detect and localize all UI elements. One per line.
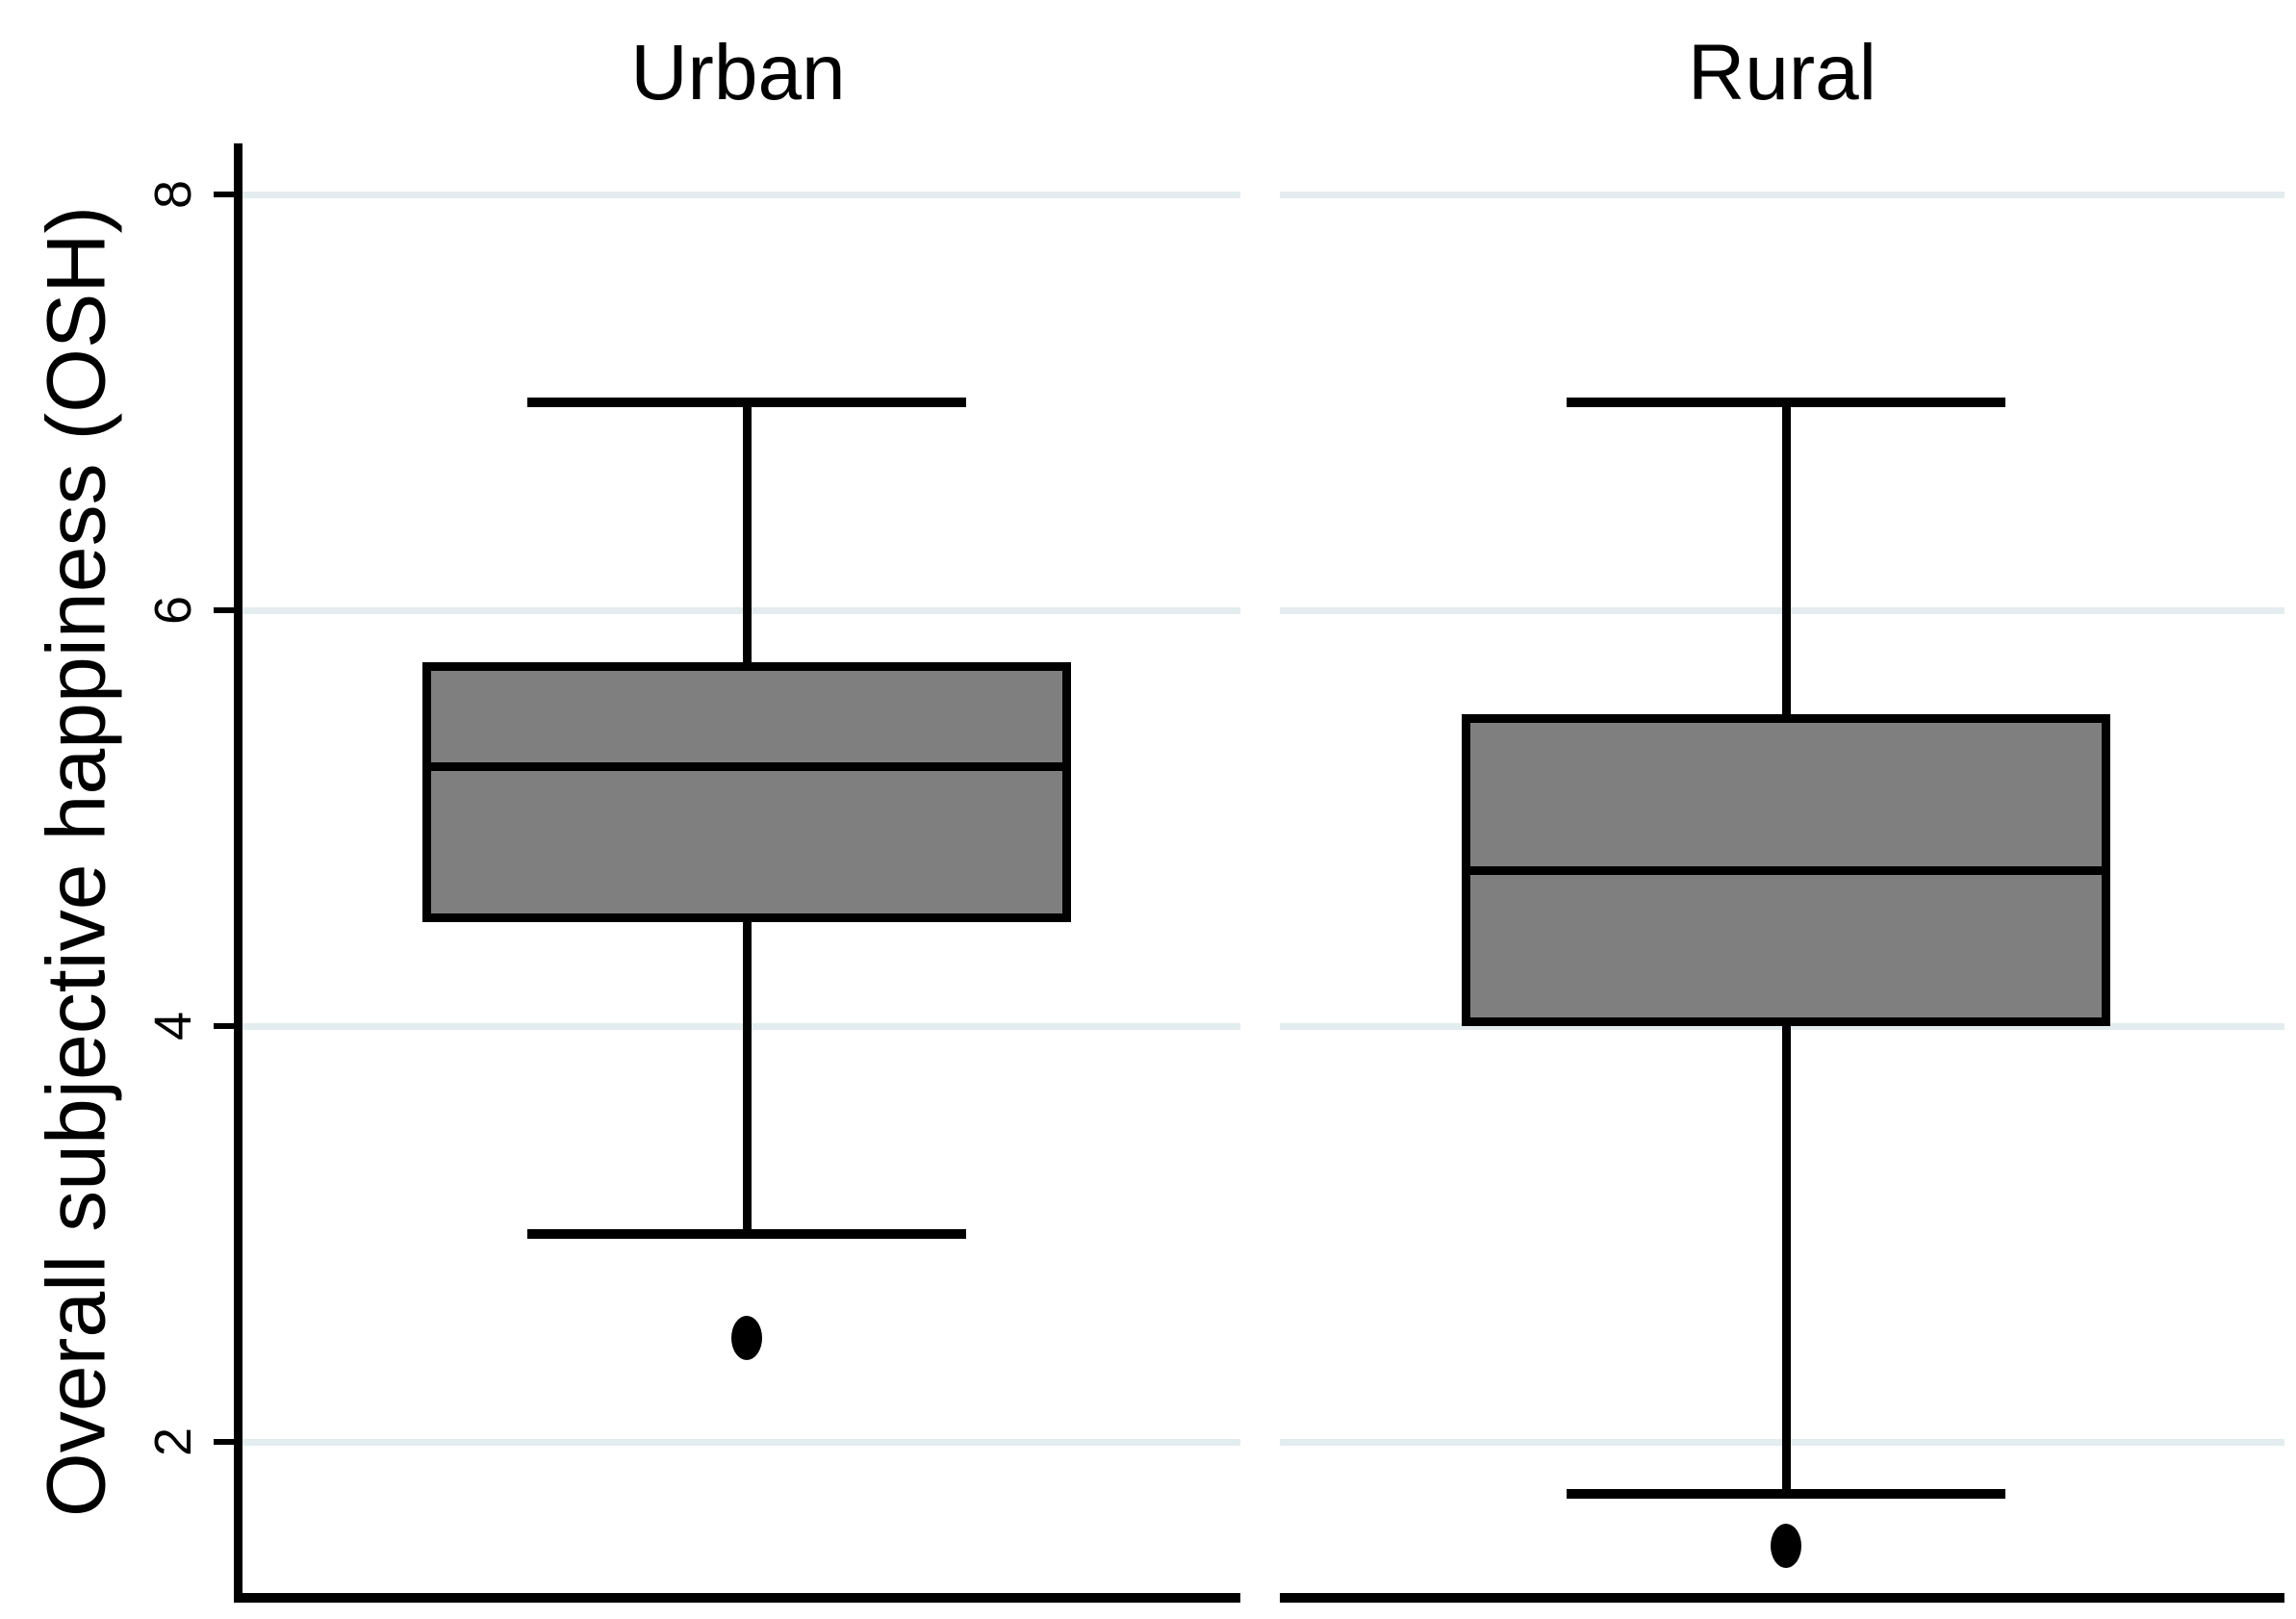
x-axis-line <box>234 1593 1240 1603</box>
y-tick-label: 4 <box>144 1011 202 1041</box>
panel-title-urban: Urban <box>630 29 846 116</box>
panel-title-rural: Rural <box>1688 29 1876 116</box>
y-gridline <box>242 1439 1240 1446</box>
y-tick-mark <box>214 607 235 613</box>
y-tick-mark <box>214 1439 235 1445</box>
y-tick-mark <box>214 1023 235 1029</box>
outlier-dot <box>1771 1524 1801 1568</box>
y-tick-label: 8 <box>144 179 202 210</box>
y-gridline <box>242 607 1240 614</box>
y-gridline <box>242 1023 1240 1030</box>
upper-whisker-line <box>1782 402 1791 714</box>
y-gridline <box>1280 192 2284 198</box>
upper-whisker-cap <box>1567 398 2005 407</box>
median-line <box>1462 866 2110 875</box>
y-tick-label: 2 <box>144 1426 202 1457</box>
outlier-dot <box>731 1316 762 1360</box>
lower-whisker-cap <box>1567 1489 2005 1499</box>
y-axis-line <box>234 143 242 1603</box>
x-axis-line <box>1280 1593 2284 1603</box>
y-gridline <box>242 192 1240 198</box>
y-tick-mark <box>214 192 235 197</box>
lower-whisker-cap <box>527 1229 966 1239</box>
upper-whisker-line <box>743 402 752 662</box>
y-tick-label: 6 <box>144 595 202 626</box>
iqr-box <box>422 662 1071 922</box>
y-axis-title: Overall subjective happiness (OSH) <box>30 205 123 1518</box>
lower-whisker-line <box>1782 1026 1791 1494</box>
lower-whisker-line <box>743 922 752 1234</box>
median-line <box>422 762 1071 771</box>
upper-whisker-cap <box>527 398 966 407</box>
